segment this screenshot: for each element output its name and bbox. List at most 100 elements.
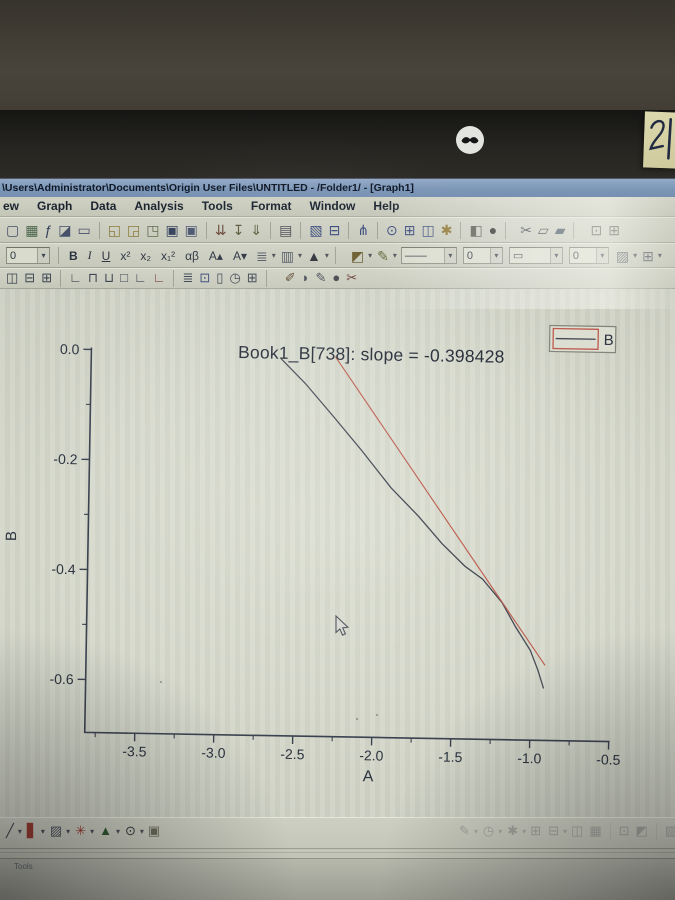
ink-theme-icon[interactable]: ●	[488, 222, 498, 239]
pie-plot-dropdown-arrow[interactable]: ▾	[139, 826, 144, 836]
zoom-icon[interactable]: ⊙	[386, 222, 398, 239]
line-plot-dropdown-arrow[interactable]: ▾	[17, 826, 22, 836]
color-scale-icon[interactable]: ▯	[216, 270, 224, 286]
scatter-plot-dropdown[interactable]: ✳ ▾	[72, 822, 94, 840]
area-plot-dropdown-arrow[interactable]: ▾	[66, 826, 71, 836]
line-width-combo-arrow[interactable]: ▾	[489, 248, 502, 264]
scatter-plot-dropdown-arrow[interactable]: ▾	[90, 826, 95, 836]
new-workbook-icon[interactable]: ▦	[25, 222, 39, 239]
border-width-combo-arrow[interactable]: ▾	[595, 248, 608, 264]
dot-tool-icon[interactable]: ●	[332, 270, 341, 286]
washed-tool-10-icon[interactable]: ▧	[664, 823, 675, 839]
border-style-combo[interactable]: ▭ ▾	[508, 247, 563, 265]
options-gear-icon[interactable]: ✱	[440, 222, 453, 239]
menu-analysis[interactable]: Analysis	[134, 199, 184, 214]
plot-area[interactable]: -3.5 -3.0 -2.5 -2.0 -1.5 -1.0 -0.5 0.0 -0.2 -0.4 -…	[0, 289, 675, 812]
clock-icon[interactable]: ◷	[229, 270, 241, 286]
subscript-button[interactable]: x₂	[140, 248, 152, 263]
washed-tool-2-icon[interactable]: ◷ ▾	[480, 822, 502, 840]
3d-plot-icon[interactable]: ▣	[147, 823, 161, 839]
dock-left-icon[interactable]: ⊡	[590, 222, 603, 239]
new-function-icon[interactable]: ƒ	[44, 222, 53, 239]
italic-button[interactable]: I	[87, 248, 92, 263]
open-template-icon[interactable]: ◲	[126, 222, 141, 239]
new-project-icon[interactable]: ▢	[6, 222, 20, 239]
open-icon[interactable]: ◱	[107, 222, 121, 239]
washed-tool-4-icon[interactable]: ⊞	[530, 823, 542, 839]
washed-tool-3-icon[interactable]: ✱ ▾	[504, 822, 526, 840]
align-dropdown-arrow[interactable]: ▾	[271, 251, 276, 261]
washed-tool-1-icon-arrow[interactable]: ▾	[473, 826, 478, 836]
new-folder-icon[interactable]: ⊞	[403, 222, 416, 239]
axis-l-icon[interactable]: ∟	[134, 270, 147, 286]
screen-reader-icon[interactable]: ▧	[309, 222, 323, 239]
washed-tool-3-icon-arrow[interactable]: ▾	[522, 826, 527, 836]
hand-tool-icon[interactable]: ◗	[301, 270, 310, 286]
superscript-button[interactable]: x²	[120, 248, 131, 263]
open-excel-icon[interactable]: ◳	[146, 222, 160, 239]
fill-color-dropdown[interactable]: ◩ ▾	[348, 247, 372, 265]
axis-corner-icon[interactable]: ∟	[69, 270, 82, 286]
window-chart-icon[interactable]: ◫	[421, 222, 435, 239]
axis-l-red-icon[interactable]: ∟	[152, 270, 166, 286]
brush-icon[interactable]: ✐	[284, 270, 296, 286]
washed-tool-9-icon[interactable]: ◩	[635, 823, 648, 839]
slider-tool-icon[interactable]: ◧	[469, 222, 483, 239]
line-color-dropdown-arrow[interactable]: ▾	[392, 251, 397, 261]
hatch-pattern-dropdown[interactable]: ▨ ▾	[613, 247, 637, 265]
washed-tool-6-icon[interactable]: ◫	[571, 823, 584, 839]
align-dropdown[interactable]: ≣ ▾	[253, 247, 276, 265]
fill-area-plot-dropdown[interactable]: ▲ ▾	[96, 822, 120, 840]
subsuperscript-button[interactable]: x₁²	[161, 248, 176, 263]
line-style-combo-arrow[interactable]: ▾	[443, 248, 456, 264]
font-size-combo[interactable]: 0 ▾	[6, 247, 50, 265]
grid-table-icon[interactable]: ⊞	[246, 270, 258, 286]
paste-icon[interactable]: ▰	[554, 222, 566, 239]
vertical-align-dropdown[interactable]: ▥ ▾	[278, 247, 302, 265]
axis-open-bottom-icon[interactable]: ⊔	[104, 270, 115, 286]
grid-dropdown[interactable]: ⊞ ▾	[639, 247, 662, 265]
legend[interactable]: B	[548, 325, 617, 354]
cut-icon[interactable]: ✂	[520, 222, 532, 239]
fill-area-plot-dropdown-arrow[interactable]: ▾	[115, 826, 120, 836]
graph-page[interactable]: -3.5 -3.0 -2.5 -2.0 -1.5 -1.0 -0.5 0.0 -0.2 -0.4 -…	[0, 289, 675, 818]
line-width-combo[interactable]: 0 ▾	[462, 247, 503, 265]
washed-tool-5-icon-arrow[interactable]: ▾	[563, 826, 568, 836]
menu-window[interactable]: Window	[309, 199, 356, 214]
save-icon[interactable]: ▣	[165, 222, 179, 239]
import-multiple-icon[interactable]: ⇓	[250, 222, 263, 239]
line-color-dropdown[interactable]: ✎ ▾	[374, 247, 397, 265]
bold-button[interactable]: B	[69, 248, 78, 263]
font-size-combo-arrow[interactable]: ▾	[37, 248, 49, 264]
pencil-tool-icon[interactable]: ✎	[315, 270, 327, 286]
pie-plot-dropdown[interactable]: ⊙ ▾	[122, 822, 144, 840]
menu-graph[interactable]: Graph	[37, 199, 73, 214]
layer-single-icon[interactable]: ◫	[6, 270, 19, 286]
border-width-combo[interactable]: 0 ▾	[568, 247, 609, 265]
results-log-icon[interactable]: ⊟	[328, 222, 341, 239]
column-plot-dropdown[interactable]: ▋ ▾	[24, 822, 45, 840]
greek-button[interactable]: αβ	[185, 248, 199, 263]
column-plot-dropdown-arrow[interactable]: ▾	[40, 826, 45, 836]
dock-right-icon[interactable]: ⊞	[608, 222, 620, 239]
save-template-icon[interactable]: ▣	[184, 222, 198, 239]
new-layout-icon[interactable]: ▭	[77, 222, 91, 239]
legend-lines-icon[interactable]: ≣	[182, 270, 194, 286]
fill-color-dropdown-arrow[interactable]: ▾	[368, 251, 373, 261]
menu-help[interactable]: Help	[373, 199, 400, 214]
import-wizard-icon[interactable]: ⇊	[214, 222, 227, 239]
axis-open-top-icon[interactable]: ⊓	[87, 270, 98, 286]
washed-tool-1-icon[interactable]: ✎ ▾	[456, 822, 478, 840]
vertical-align-dropdown-arrow[interactable]: ▾	[297, 251, 302, 261]
copy-icon[interactable]: ▱	[537, 222, 549, 239]
arrow-tool-dropdown[interactable]: ▲ ▾	[304, 247, 329, 265]
menu-ew[interactable]: ew	[3, 199, 20, 214]
menu-data[interactable]: Data	[90, 199, 117, 214]
mask-tool-icon[interactable]: ✂	[346, 270, 358, 286]
washed-tool-8-icon[interactable]: ⊡	[618, 823, 630, 839]
line-plot-dropdown[interactable]: ╱ ▾	[3, 822, 22, 840]
legend-box-icon[interactable]: ⊡	[199, 270, 211, 286]
line-style-combo[interactable]: —— ▾	[400, 247, 457, 265]
import-single-icon[interactable]: ↧	[232, 222, 245, 239]
washed-tool-2-icon-arrow[interactable]: ▾	[498, 826, 503, 836]
